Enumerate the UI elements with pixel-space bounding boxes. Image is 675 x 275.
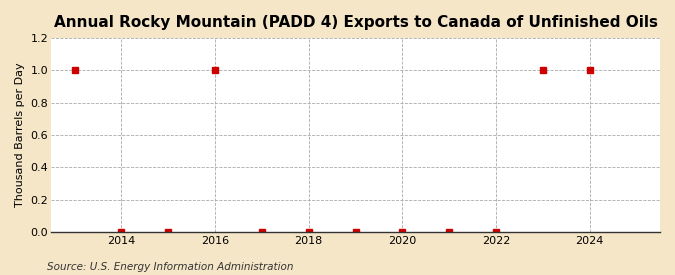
Text: Source: U.S. Energy Information Administration: Source: U.S. Energy Information Administ… (47, 262, 294, 272)
Y-axis label: Thousand Barrels per Day: Thousand Barrels per Day (15, 63, 25, 207)
Title: Annual Rocky Mountain (PADD 4) Exports to Canada of Unfinished Oils: Annual Rocky Mountain (PADD 4) Exports t… (53, 15, 657, 30)
